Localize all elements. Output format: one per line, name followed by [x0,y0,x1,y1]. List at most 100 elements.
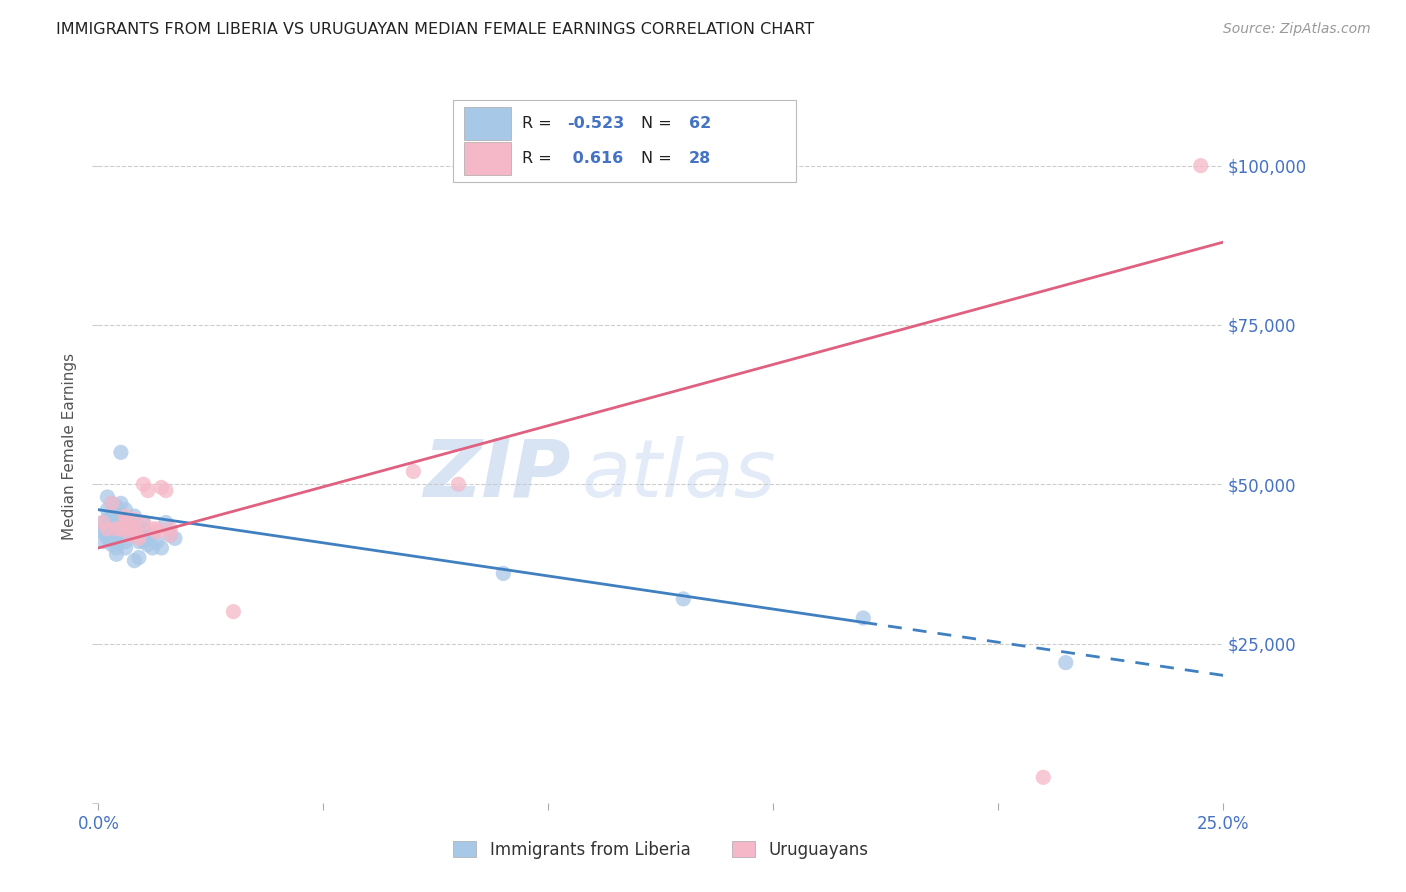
Point [118,522,141,536]
Point [110,509,132,524]
Point [128,528,150,542]
Point [128,532,150,546]
Point [136,538,159,552]
Point [118,522,141,536]
Point [128,534,150,549]
Y-axis label: Median Female Earnings: Median Female Earnings [62,352,77,540]
Point [118,528,141,542]
Point [96,512,118,526]
Point [105,541,128,555]
Point [124,528,146,542]
Point [96,502,118,516]
Point [101,509,124,524]
Point [150,541,173,555]
Point [150,480,173,494]
Point [110,528,132,542]
Point [128,528,150,542]
Point [110,516,132,530]
Point [132,516,155,530]
Point [101,496,124,510]
Point [105,528,128,542]
Point [114,512,136,526]
Text: R =: R = [523,116,557,131]
Point [91,534,114,549]
Point [96,528,118,542]
Point [163,532,186,546]
Point [124,512,146,526]
Point [105,522,128,536]
Text: ZIP: ZIP [423,435,571,514]
Point [128,550,150,565]
Point [141,541,163,555]
Text: IMMIGRANTS FROM LIBERIA VS URUGUAYAN MEDIAN FEMALE EARNINGS CORRELATION CHART: IMMIGRANTS FROM LIBERIA VS URUGUAYAN MED… [56,22,814,37]
Text: R =: R = [523,151,557,166]
Point [110,496,132,510]
Point [110,522,132,536]
Text: 0.616: 0.616 [568,151,624,166]
Point [114,541,136,555]
Point [155,483,177,498]
Point [141,528,163,542]
Point [124,554,146,568]
Point [110,522,132,536]
Point [136,483,159,498]
Point [222,605,245,619]
Point [141,522,163,536]
Text: 28: 28 [689,151,711,166]
Point [155,516,177,530]
Point [91,516,114,530]
Text: atlas: atlas [582,435,778,514]
Point [159,528,181,542]
Text: N =: N = [641,151,676,166]
Point [402,465,425,479]
Text: N =: N = [641,116,676,131]
Point [132,516,155,530]
Point [91,516,114,530]
Text: -0.523: -0.523 [568,116,624,131]
Point [105,506,128,520]
Point [159,522,181,536]
Point [114,524,136,539]
Point [124,509,146,524]
Point [101,522,124,536]
Point [146,524,169,539]
Point [96,532,118,546]
Point [492,566,515,581]
Point [159,528,181,542]
Point [136,528,159,542]
Point [132,477,155,491]
Point [105,547,128,561]
Point [114,509,136,524]
Point [101,496,124,510]
Point [1032,770,1054,784]
Point [124,522,146,536]
Point [114,518,136,533]
Point [105,516,128,530]
FancyBboxPatch shape [464,107,512,140]
Point [1054,656,1077,670]
Point [132,534,155,549]
Point [114,516,136,530]
Point [132,522,155,536]
Point [146,522,169,536]
Point [118,516,141,530]
Text: 62: 62 [689,116,711,131]
Point [91,522,114,536]
Point [96,522,118,536]
Point [105,500,128,514]
Point [91,524,114,539]
Point [114,502,136,516]
Point [672,591,695,606]
FancyBboxPatch shape [453,100,796,182]
Point [105,522,128,536]
Legend: Immigrants from Liberia, Uruguayans: Immigrants from Liberia, Uruguayans [446,835,876,866]
Point [128,522,150,536]
Point [114,534,136,549]
Text: Source: ZipAtlas.com: Source: ZipAtlas.com [1223,22,1371,37]
Point [1189,159,1212,173]
Point [101,528,124,542]
Point [110,445,132,459]
FancyBboxPatch shape [464,142,512,175]
Point [101,516,124,530]
Point [447,477,470,491]
